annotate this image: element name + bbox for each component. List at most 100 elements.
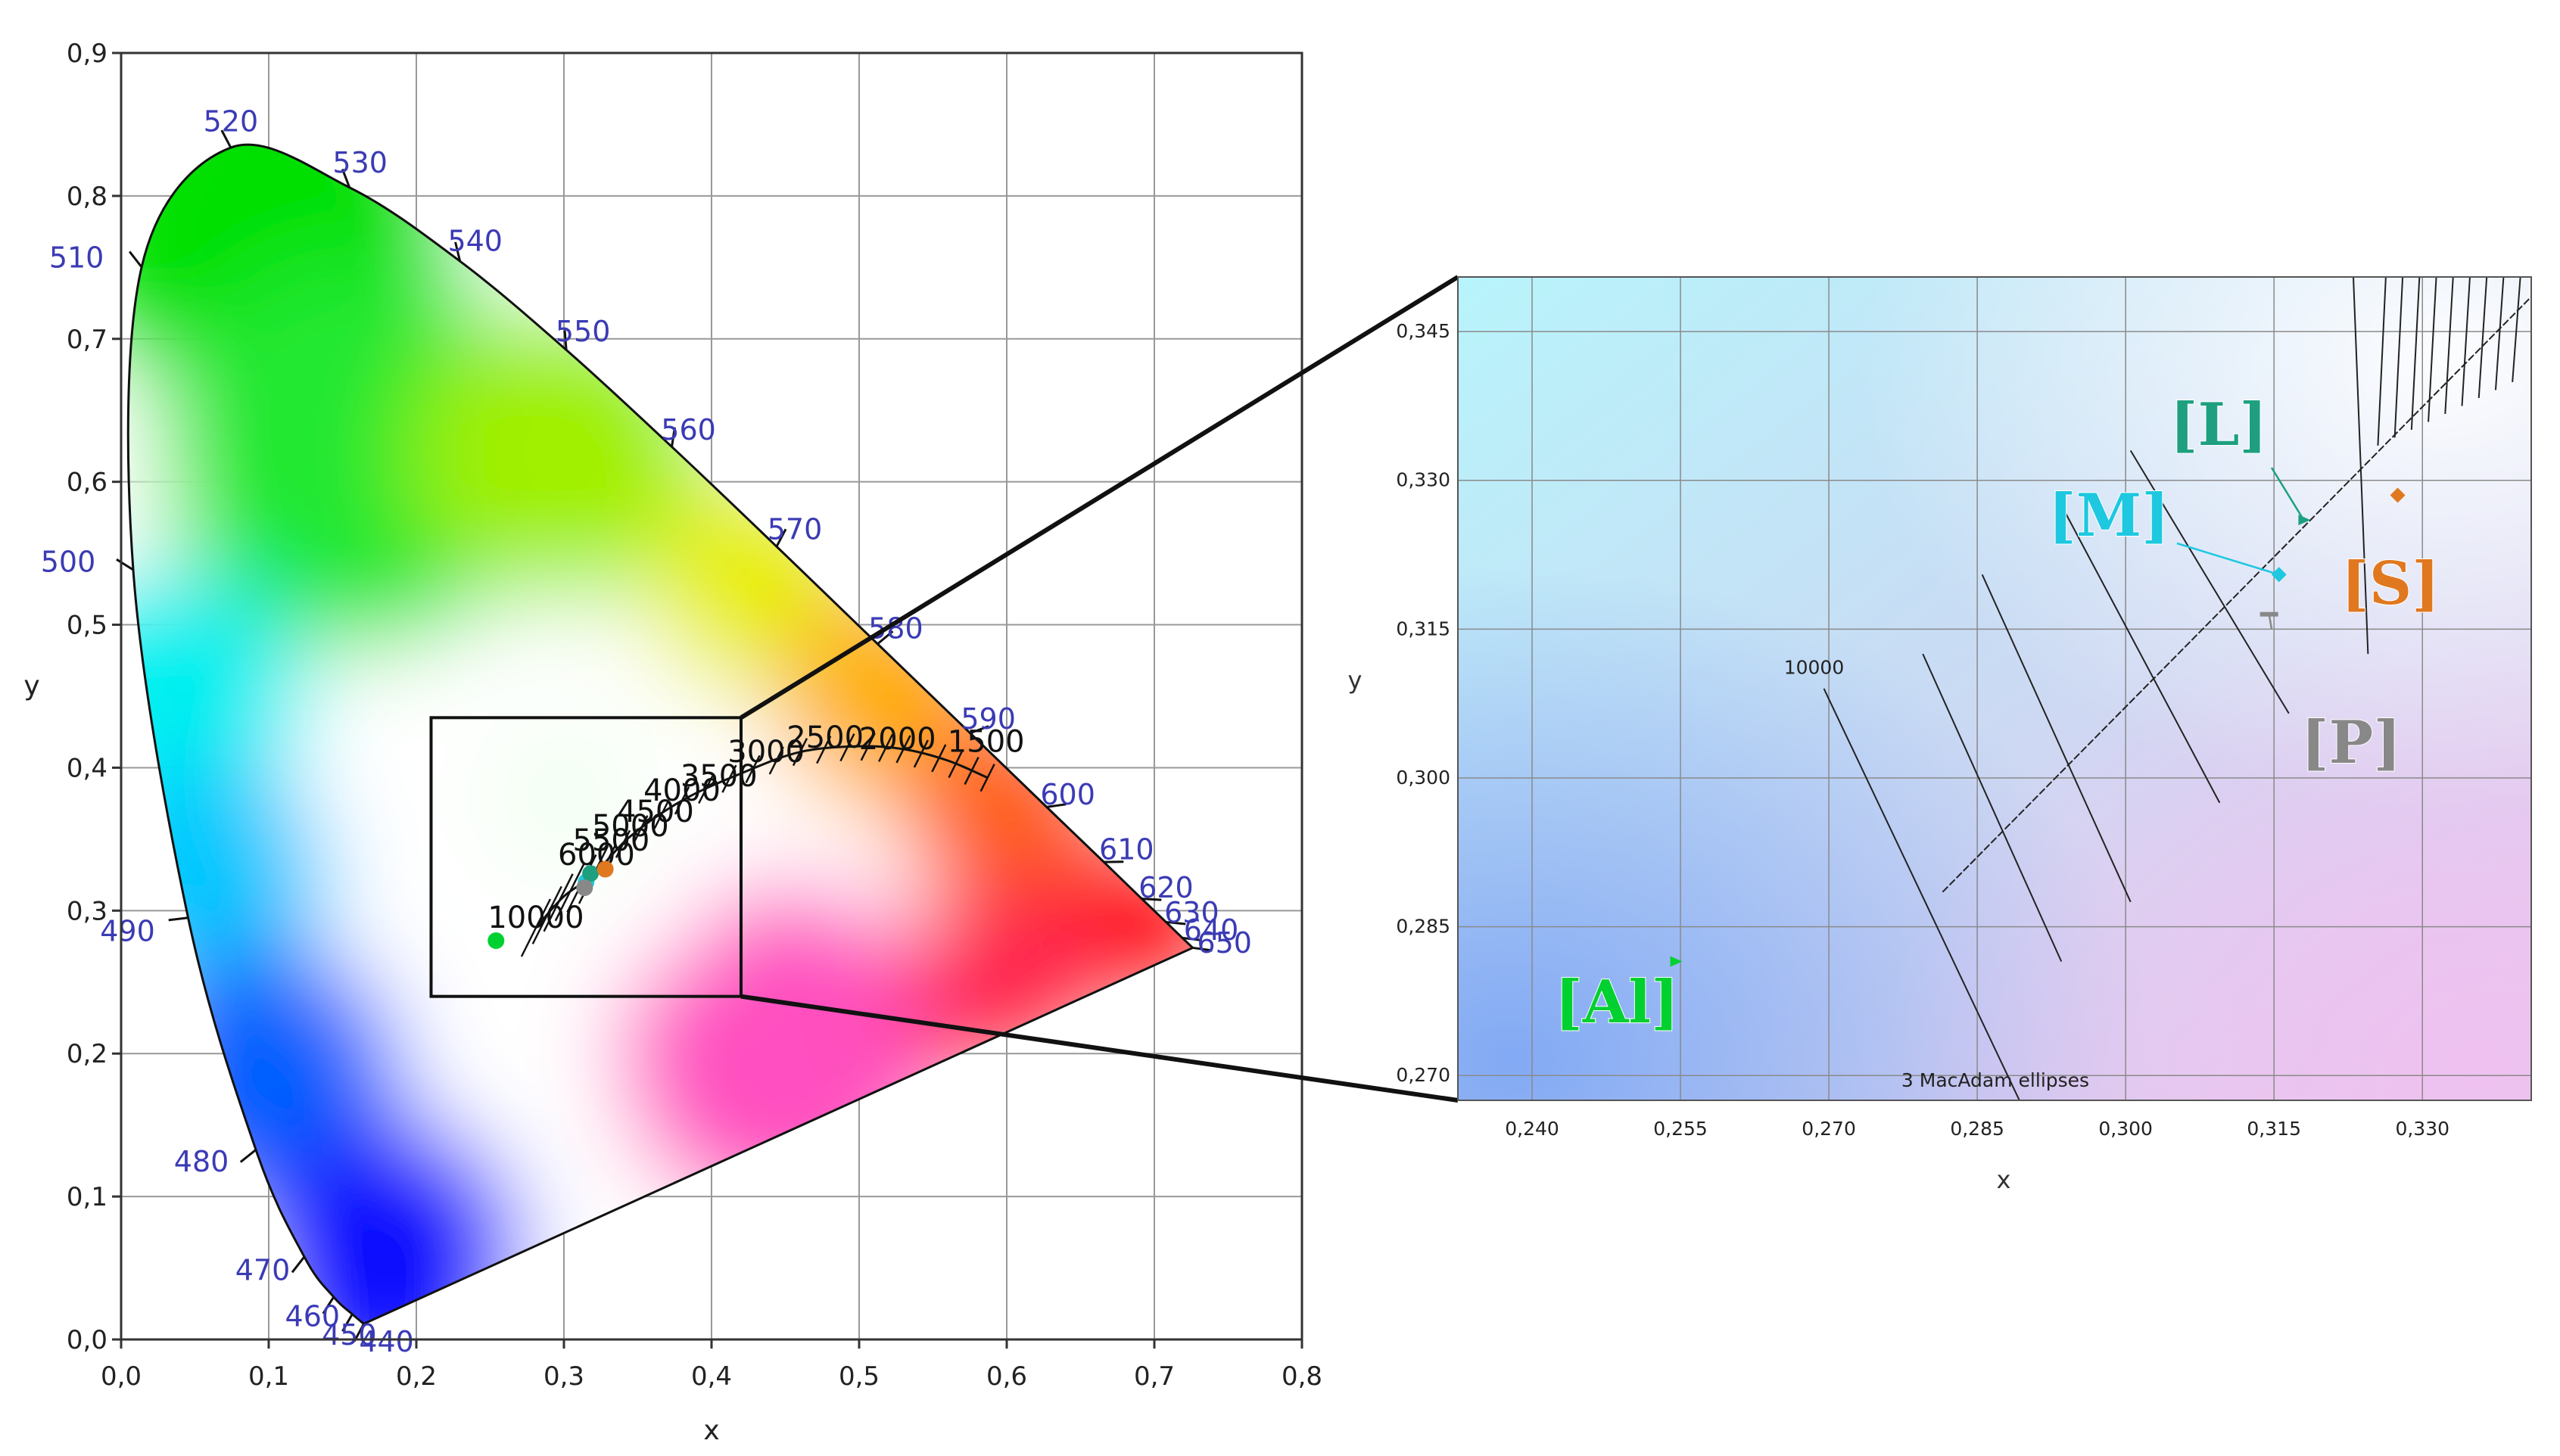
isotemp-tick (839, 733, 855, 762)
isotemp-tick (948, 749, 964, 779)
wavelength-label: 480 (174, 1145, 229, 1178)
main-x-tick-label: 0,7 (1134, 1361, 1175, 1392)
zoom-x-axis-label: x (1997, 1165, 2011, 1194)
zoom-x-tick-label: 0,300 (2098, 1118, 2153, 1140)
zoom-x-tick-label: 0,270 (1802, 1118, 1856, 1140)
wavelength-tick (877, 630, 894, 646)
wavelength-label: 450 (322, 1318, 377, 1352)
wavelength-label: 460 (285, 1299, 341, 1333)
wavelength-tick (563, 330, 568, 350)
cct-labels: 1000060005500500045004000350030002500200… (487, 720, 1024, 935)
zoom-grid (1458, 277, 2531, 1100)
cct-label: 6000 (558, 838, 635, 873)
cct-label: 5500 (573, 823, 650, 858)
zoom-point-s (2390, 487, 2406, 503)
isotemp-tick (721, 764, 737, 793)
isotemp-tick (913, 739, 930, 768)
zoom-label-m: [M] (2048, 481, 2169, 550)
zoom-isotemp-line (2494, 277, 2505, 390)
zoom-isotemp-line (2377, 277, 2387, 446)
main-y-tick-label: 0,8 (67, 182, 107, 212)
zoom-plot-frame (1457, 276, 2532, 1101)
wavelength-tick (1166, 920, 1186, 926)
isotemp-tick (543, 873, 574, 932)
isotemp-tick (979, 764, 995, 792)
zoom-region-box (429, 716, 743, 998)
wavelength-tick (322, 1296, 335, 1314)
zoom-isotemp-line (1823, 688, 2020, 1100)
main-point-l (582, 865, 600, 882)
wavelength-tick (454, 241, 462, 262)
main-x-tick-label: 0,1 (248, 1361, 289, 1392)
wavelength-tick (341, 1313, 353, 1332)
zoom-isotemp-line (2461, 277, 2471, 406)
wavelength-label: 630 (1164, 896, 1219, 929)
zoom-y-tick-label: 0,270 (1396, 1064, 1450, 1086)
isotemp-tick (964, 757, 979, 786)
zoom-isotemp-line (2353, 277, 2369, 655)
wavelength-label: 550 (556, 315, 611, 348)
main-y-tick-label: 0,9 (67, 39, 107, 69)
zoom-point-labels: [Al] [M][L] [S] [P] (1554, 390, 2440, 1038)
isotemp-tick (877, 733, 894, 762)
isotemp-tick (860, 733, 876, 761)
wavelength-ticks (116, 129, 1213, 1342)
wavelength-label: 530 (332, 146, 388, 179)
zoom-y-tick-label: 0,345 (1396, 320, 1450, 342)
wavelength-tick (116, 558, 134, 571)
cct-label: 2500 (786, 720, 864, 755)
zoom-isotemp-line (2060, 505, 2221, 804)
zoom-y-tick-label: 0,315 (1396, 618, 1450, 639)
wavelength-label: 570 (768, 513, 823, 546)
wavelength-tick (1182, 936, 1203, 942)
zoom-isotemperature-lines (1823, 277, 2531, 1100)
isotemp-tick (531, 885, 562, 944)
wavelength-tick (1141, 898, 1162, 901)
wavelength-tick (168, 916, 188, 922)
connector-bottom (740, 994, 1459, 1103)
wavelength-label: 590 (961, 702, 1016, 736)
isotemp-tick (745, 754, 761, 783)
wavelength-label: 470 (235, 1253, 291, 1286)
main-y-tick-label: 0,7 (67, 325, 107, 355)
zoom-label-l: [L] (2170, 390, 2268, 459)
zoom-isotemp-line (2129, 450, 2290, 714)
zoom-isotemp-line (2410, 277, 2421, 430)
main-y-tick-label: 0,5 (67, 611, 107, 641)
main-point-s (596, 860, 614, 878)
isotemp-tick (520, 898, 552, 957)
isotemp-tick (554, 863, 585, 922)
wavelength-tick (239, 1149, 257, 1163)
zoom-isotemp-line (2393, 277, 2404, 438)
main-x-tick-label: 0,4 (691, 1361, 732, 1392)
zoom-planckian-line (1942, 296, 2531, 893)
isotemp-tick (653, 801, 669, 829)
zoom-label-p: [P] (2301, 708, 2401, 777)
main-x-tick-label: 0,8 (1282, 1361, 1322, 1392)
wavelength-label: 600 (1040, 778, 1095, 811)
isotemp-tick (698, 775, 714, 804)
main-y-tick-label: 0,1 (67, 1182, 107, 1212)
isotemp-tick (615, 829, 631, 858)
wavelength-tick (341, 168, 351, 188)
cct-label: 3500 (680, 759, 758, 794)
main-data-points (487, 860, 614, 949)
zoom-axis-ticks: 0,240 0,255 0,270 0,285 0,300 0,315 0,330 0,270… (1396, 320, 2449, 1140)
wavelength-tick (128, 250, 143, 268)
isotemp-tick (895, 735, 911, 764)
zoom-point-al (1670, 956, 1683, 967)
wavelength-tick (775, 528, 787, 547)
main-x-axis-label: x (703, 1415, 719, 1446)
zoom-y-tick-label: 0,285 (1396, 916, 1450, 938)
wavelength-tick (671, 427, 676, 447)
macadam-annotation: 3 MacAdam ellipses (1901, 1069, 2089, 1091)
isotemp-tick (633, 815, 649, 844)
wavelength-tick (970, 725, 989, 735)
main-axis-ticks: 0,0 0,1 0,2 0,3 0,4 0,5 0,6 0,7 0,8 0,0 0,1 0,2 0,3 0… (67, 39, 1322, 1392)
cct-label: 2000 (859, 722, 936, 757)
zoom-y-tick-label: 0,300 (1396, 767, 1450, 789)
zoom-chart: 0,240 0,255 0,270 0,285 0,300 0,315 0,330 0,270… (1348, 276, 2532, 1194)
